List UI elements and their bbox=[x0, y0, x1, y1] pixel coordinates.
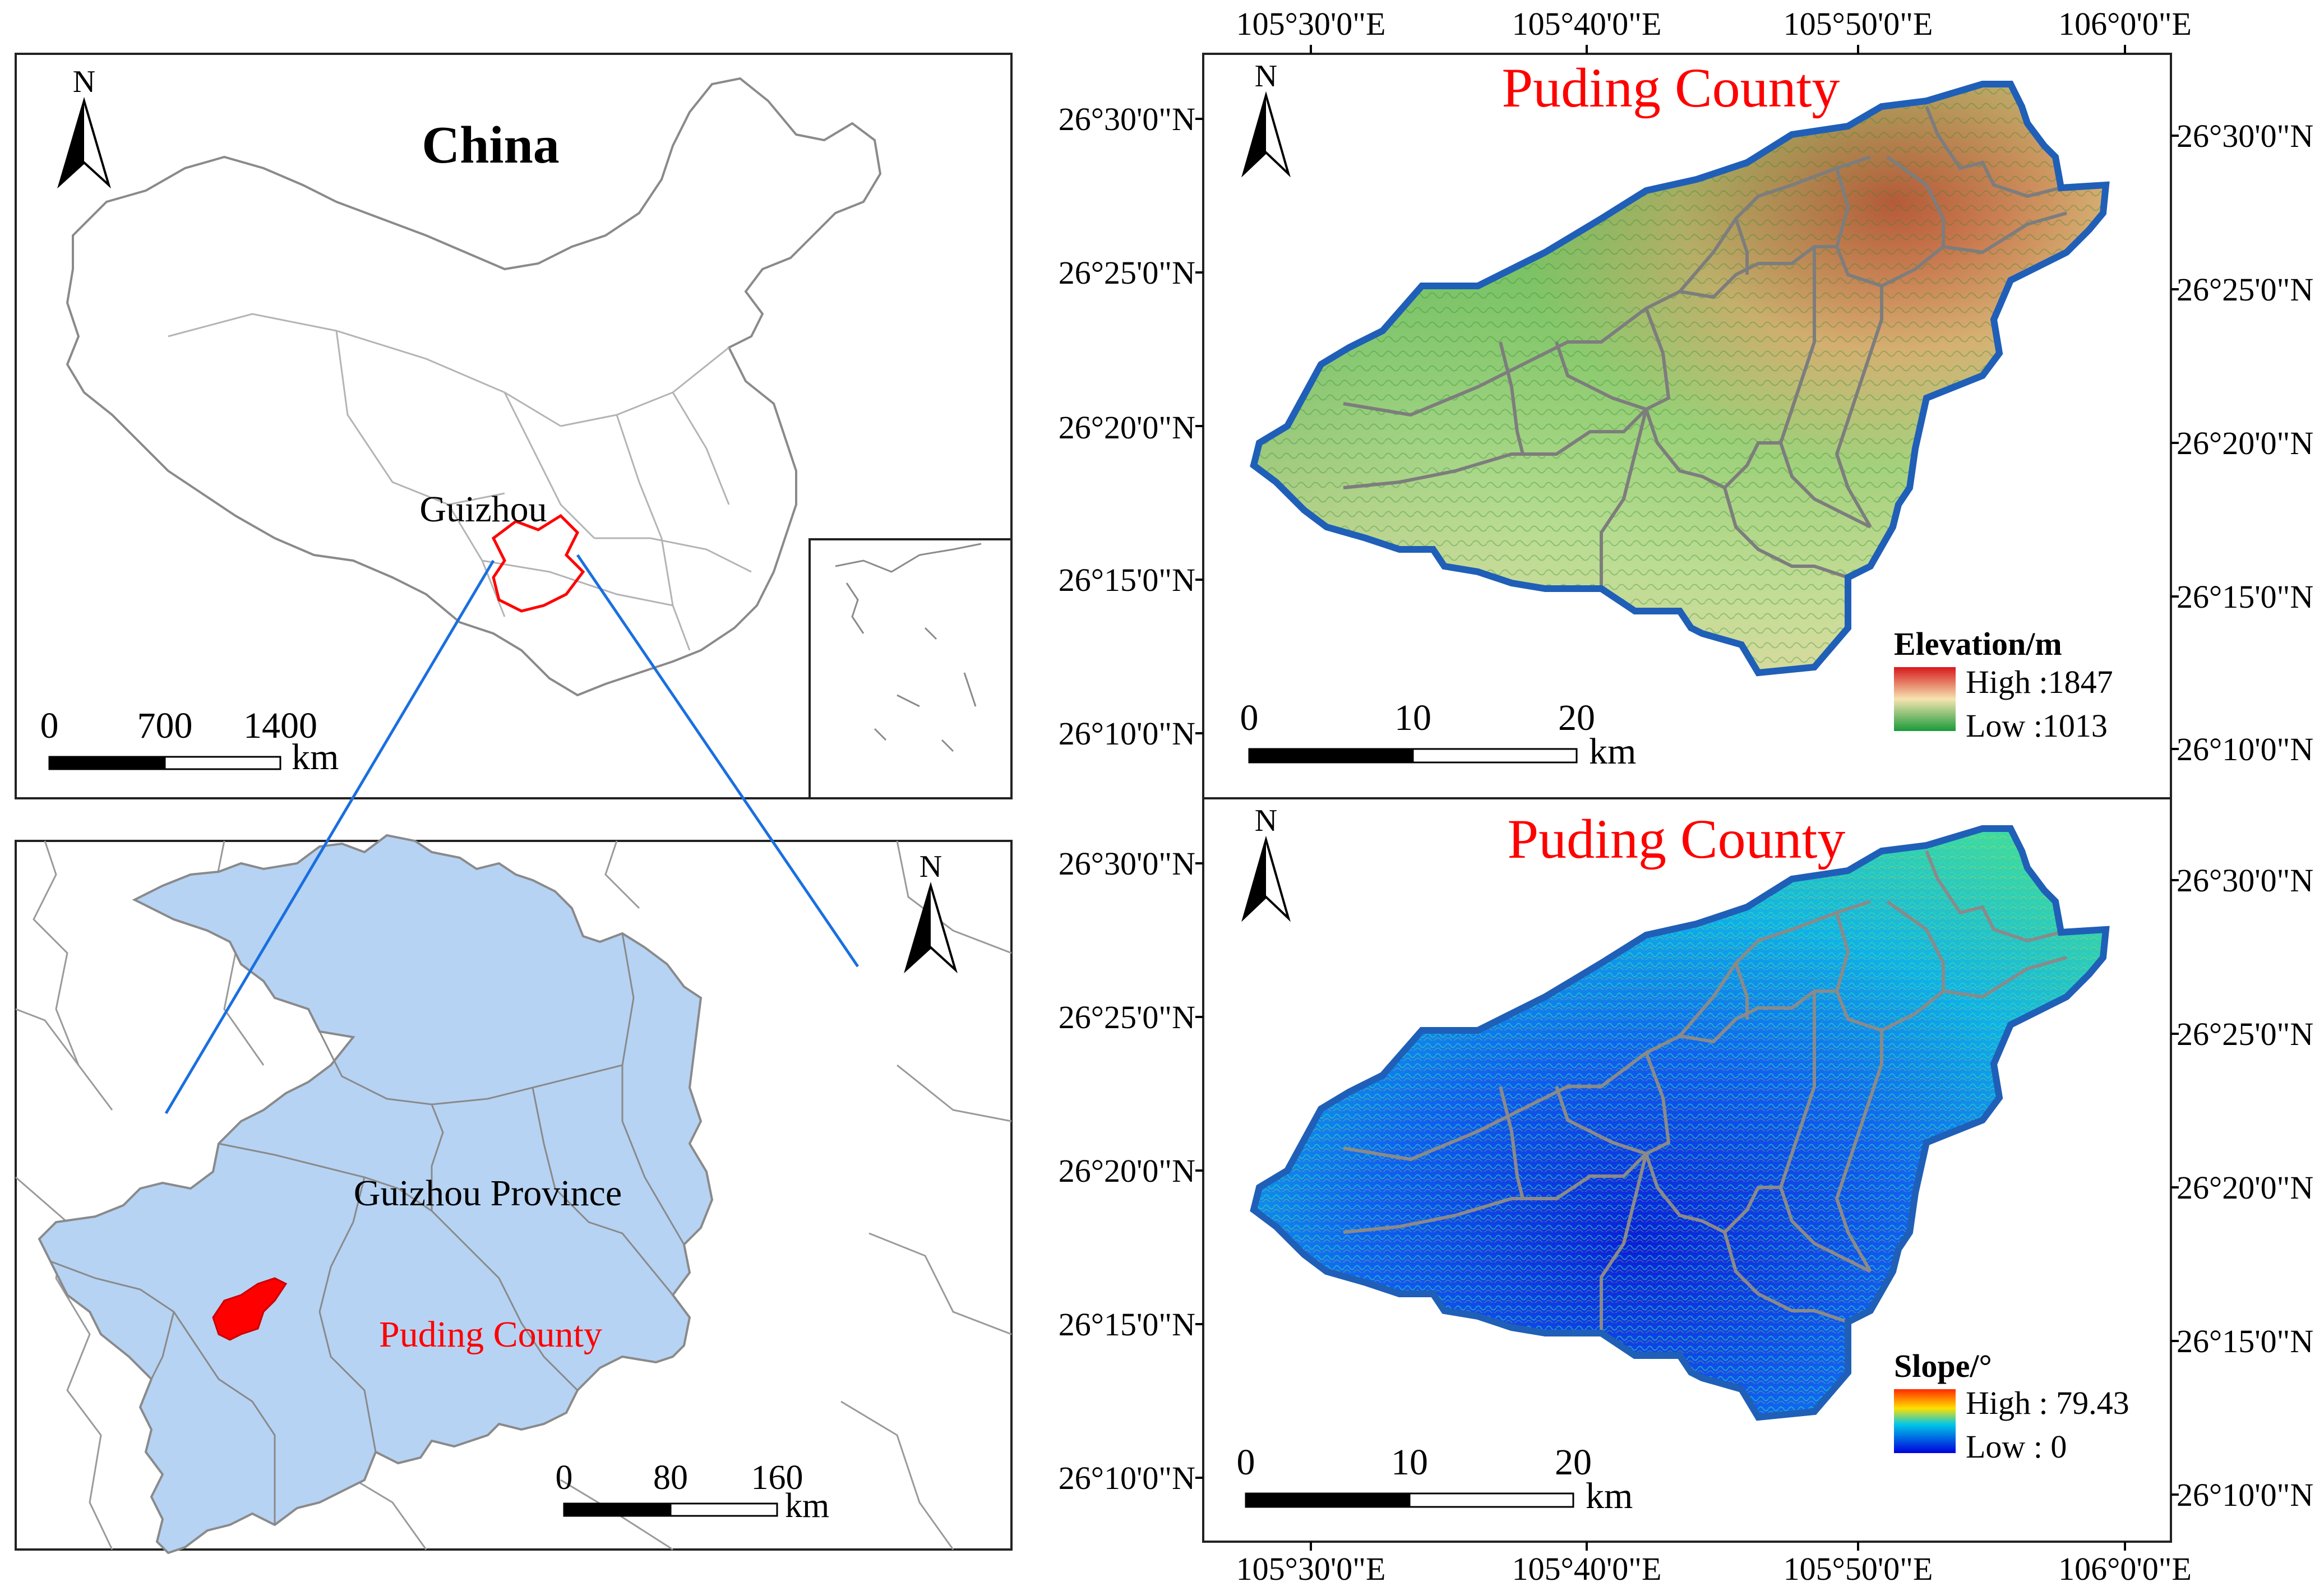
lat-label-left-s2: 26°25'0"N bbox=[1059, 999, 1195, 1035]
scale-tick-1: 700 bbox=[137, 705, 193, 746]
svg-text:N: N bbox=[1255, 59, 1277, 94]
north-label: N bbox=[73, 64, 95, 99]
elevation-legend: Elevation/m High :1847 Low :1013 bbox=[1894, 626, 2113, 744]
guizhou-outline-china bbox=[491, 514, 585, 613]
svg-text:80: 80 bbox=[653, 1459, 688, 1497]
svg-text:0: 0 bbox=[556, 1459, 573, 1497]
north-arrow-china: N bbox=[57, 64, 111, 189]
elevation-legend-high: High :1847 bbox=[1966, 664, 2113, 700]
north-arrow-elevation: N bbox=[1241, 59, 1291, 178]
guizhou-prefecture-lines bbox=[50, 933, 685, 1525]
svg-text:160: 160 bbox=[751, 1459, 803, 1497]
lat-label-left-s4: 26°15'0"N bbox=[1059, 1306, 1195, 1343]
svg-text:0: 0 bbox=[1237, 1442, 1255, 1483]
slope-panel: Puding County N Slope/° High : 79.43 Low… bbox=[1202, 797, 2172, 1543]
graticule: 105°30'0"E 105°40'0"E 105°50'0"E 106°0'0… bbox=[1059, 6, 2313, 1587]
scale-tick-0: 0 bbox=[40, 705, 59, 746]
lat-label-right-s2: 26°25'0"N bbox=[2177, 1016, 2313, 1052]
scale-bar-china: 0 700 1400 km bbox=[40, 705, 339, 778]
graticule-ticks bbox=[1195, 45, 2179, 1551]
lat-label-left-e1: 26°30'0"N bbox=[1059, 101, 1195, 137]
guizhou-panel: Guizhou Province Puding County N 0 80 16… bbox=[15, 834, 1013, 1554]
svg-text:km: km bbox=[1589, 731, 1636, 772]
svg-text:10: 10 bbox=[1394, 697, 1431, 738]
slope-legend-ramp bbox=[1894, 1389, 1956, 1453]
slope-map-title: Puding County bbox=[1508, 808, 1846, 870]
scale-tick-2: 1400 bbox=[243, 705, 317, 746]
lon-label-bottom-1: 105°30'0"E bbox=[1236, 1551, 1386, 1587]
lon-label-bottom-3: 105°50'0"E bbox=[1784, 1551, 1933, 1587]
lon-label-top-4: 106°0'0"E bbox=[2058, 6, 2192, 42]
lat-label-right-s3: 26°20'0"N bbox=[2177, 1169, 2313, 1206]
elevation-legend-low: Low :1013 bbox=[1966, 707, 2108, 744]
lon-label-top-1: 105°30'0"E bbox=[1236, 6, 1386, 42]
guizhou-label: Guizhou bbox=[419, 489, 547, 530]
slope-legend-title: Slope/° bbox=[1894, 1348, 1992, 1384]
scale-bar-guizhou: 0 80 160 km bbox=[556, 1459, 830, 1525]
slope-legend-high: High : 79.43 bbox=[1966, 1385, 2129, 1421]
elevation-legend-title: Elevation/m bbox=[1894, 626, 2062, 662]
lat-label-right-e5: 26°10'0"N bbox=[2177, 731, 2313, 767]
lon-label-top-3: 105°50'0"E bbox=[1784, 6, 1933, 42]
lon-label-bottom-2: 105°40'0"E bbox=[1512, 1551, 1662, 1587]
elevation-legend-ramp bbox=[1894, 667, 1956, 731]
svg-text:N: N bbox=[920, 849, 942, 884]
lat-label-left-e2: 26°25'0"N bbox=[1059, 255, 1195, 291]
svg-text:0: 0 bbox=[1240, 697, 1259, 738]
elevation-panel: Puding County N Elevation/m High :1847 L… bbox=[1202, 53, 2172, 799]
scale-unit: km bbox=[292, 737, 339, 778]
south-china-sea-inset bbox=[808, 538, 1013, 799]
leader-line-right bbox=[576, 554, 860, 968]
lat-label-left-s3: 26°20'0"N bbox=[1059, 1153, 1195, 1189]
lon-label-top-2: 105°40'0"E bbox=[1512, 6, 1662, 42]
lat-label-right-s5: 26°10'0"N bbox=[2177, 1477, 2313, 1513]
scale-bar-slope: 0 10 20 km bbox=[1237, 1442, 1633, 1516]
guizhou-province-label: Guizhou Province bbox=[354, 1173, 622, 1214]
svg-text:km: km bbox=[1586, 1476, 1633, 1516]
elevation-map-title: Puding County bbox=[1502, 57, 1840, 119]
china-outline bbox=[66, 77, 882, 697]
puding-county-area bbox=[212, 1277, 288, 1341]
lat-label-left-e5: 26°10'0"N bbox=[1059, 715, 1195, 752]
svg-text:20: 20 bbox=[1558, 697, 1595, 738]
china-panel: N China Guizhou 0 700 1400 km bbox=[15, 53, 1013, 799]
lat-label-right-e4: 26°15'0"N bbox=[2177, 579, 2313, 615]
lat-label-right-e3: 26°20'0"N bbox=[2177, 425, 2313, 461]
inset-coastline bbox=[835, 543, 982, 752]
slope-legend-low: Low : 0 bbox=[1966, 1428, 2067, 1465]
north-arrow-guizhou: N bbox=[904, 849, 958, 974]
china-title: China bbox=[422, 116, 560, 174]
lat-label-left-s1: 26°30'0"N bbox=[1059, 845, 1195, 882]
svg-text:N: N bbox=[1255, 803, 1277, 838]
puding-county-label: Puding County bbox=[379, 1314, 602, 1355]
lat-label-right-s1: 26°30'0"N bbox=[2177, 862, 2313, 899]
lat-label-right-e1: 26°30'0"N bbox=[2177, 118, 2313, 154]
lon-label-bottom-4: 106°0'0"E bbox=[2058, 1551, 2192, 1587]
scale-bar-elevation: 0 10 20 km bbox=[1240, 697, 1637, 772]
lat-label-left-e3: 26°20'0"N bbox=[1059, 409, 1195, 446]
lat-label-right-s4: 26°15'0"N bbox=[2177, 1323, 2313, 1359]
lat-label-left-e4: 26°15'0"N bbox=[1059, 562, 1195, 598]
china-province-lines bbox=[168, 313, 752, 651]
lat-label-left-s5: 26°10'0"N bbox=[1059, 1460, 1195, 1496]
svg-text:20: 20 bbox=[1555, 1442, 1592, 1483]
north-arrow-slope: N bbox=[1241, 803, 1291, 922]
slope-legend: Slope/° High : 79.43 Low : 0 bbox=[1894, 1348, 2129, 1465]
leader-line-left bbox=[164, 559, 495, 1114]
svg-text:10: 10 bbox=[1391, 1442, 1428, 1483]
svg-text:km: km bbox=[785, 1487, 829, 1525]
lat-label-right-e2: 26°25'0"N bbox=[2177, 271, 2313, 308]
